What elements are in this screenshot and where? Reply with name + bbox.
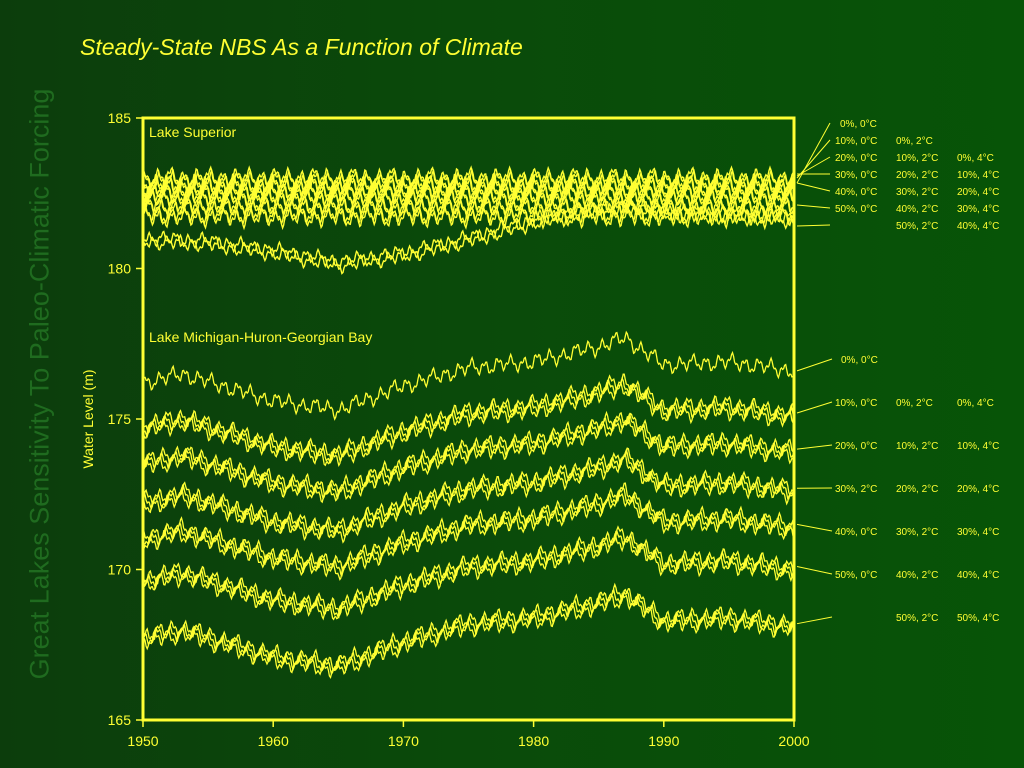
y-tick-label: 175 [108,411,132,427]
michigan-huron-series-line [142,412,795,501]
michigan-huron-series-label: 0%, 2°C [896,398,933,409]
superior-series-label: 30%, 2°C [896,187,938,198]
michigan-huron-series-line [142,376,795,464]
michigan-huron-series-label: 40%, 0°C [835,527,877,538]
michigan-huron-series-label: 10%, 4°C [957,441,999,452]
y-tick-label: 170 [108,562,132,578]
michigan-huron-series-label: 20%, 4°C [957,484,999,495]
superior-series-label: 0%, 4°C [957,153,994,164]
x-tick-label: 1950 [127,733,158,749]
michigan-huron-leader-line [796,401,833,414]
michigan-huron-series-label: 40%, 4°C [957,570,999,581]
superior-series-label: 0%, 0°C [840,119,877,130]
superior-leader-line [796,139,831,179]
michigan-huron-series-label: 10%, 2°C [896,441,938,452]
y-axis-label: Water Level (m) [80,369,96,468]
superior-series-label: 10%, 2°C [896,153,938,164]
michigan-huron-series-line [142,525,795,617]
michigan-huron-leader-line [796,566,833,575]
superior-leader-line [796,182,831,192]
michigan-huron-series-line [142,592,795,680]
michigan-huron-series-line [142,490,795,581]
superior-series-label: 30%, 4°C [957,204,999,215]
superior-series-label: 0%, 2°C [896,136,933,147]
michigan-huron-series-label: 0%, 0°C [841,355,878,366]
michigan-huron-series-label: 0%, 4°C [957,398,994,409]
michigan-huron-series-line [142,532,795,621]
superior-series-label: 20%, 4°C [957,187,999,198]
michigan-huron-series-line [142,330,795,421]
superior-series-label: 40%, 4°C [957,221,999,232]
superior-leader-line [796,156,831,177]
michigan-huron-series-label: 50%, 0°C [835,570,877,581]
superior-series-label: 10%, 4°C [957,170,999,181]
michigan-huron-series-label: 30%, 2°C [896,527,938,538]
michigan-huron-series-label: 50%, 4°C [957,613,999,624]
y-tick-label: 180 [108,261,132,277]
michigan-huron-series-line [142,452,795,544]
michigan-huron-leader-line [796,616,833,625]
superior-series-line [142,201,795,226]
superior-series-label: 40%, 0°C [835,187,877,198]
michigan-huron-series-label: 20%, 2°C [896,484,938,495]
x-tick-label: 1970 [388,733,419,749]
superior-leader-line [796,224,831,227]
superior-series-label: 40%, 2°C [896,204,938,215]
michigan-huron-leader-line [796,523,833,532]
superior-series-label: 10%, 0°C [835,136,877,147]
michigan-huron-series-line [142,381,795,468]
y-tick-label: 165 [108,712,132,728]
slide-title: Steady-State NBS As a Function of Climat… [80,34,523,60]
superior-series-label: 30%, 0°C [835,170,877,181]
michigan-huron-series-label: 20%, 0°C [835,441,877,452]
x-tick-label: 2000 [778,733,809,749]
panel-label-michigan-huron: Lake Michigan-Huron-Georgian Bay [149,329,372,345]
y-tick-label: 185 [108,110,132,126]
superior-series-label: 50%, 0°C [835,204,877,215]
superior-series-line [142,196,795,270]
michigan-huron-series-label: 50%, 2°C [896,613,938,624]
michigan-huron-series-line [142,588,795,676]
panel-label-superior: Lake Superior [149,124,237,140]
superior-series-label: 50%, 2°C [896,221,938,232]
michigan-huron-series-label: 30%, 4°C [957,527,999,538]
x-tick-label: 1990 [648,733,679,749]
michigan-huron-leader-line [796,444,833,450]
superior-leader-line [796,204,831,209]
superior-series-label: 20%, 0°C [835,153,877,164]
x-tick-label: 1960 [258,733,289,749]
x-tick-label: 1980 [518,733,549,749]
superior-series-line [142,176,795,202]
michigan-huron-series-line [142,415,795,504]
michigan-huron-series-label: 30%, 2°C [835,484,877,495]
michigan-huron-leader-line [796,358,833,372]
michigan-huron-series-label: 10%, 0°C [835,398,877,409]
superior-series-label: 20%, 2°C [896,170,938,181]
michigan-huron-series-label: 40%, 2°C [896,570,938,581]
